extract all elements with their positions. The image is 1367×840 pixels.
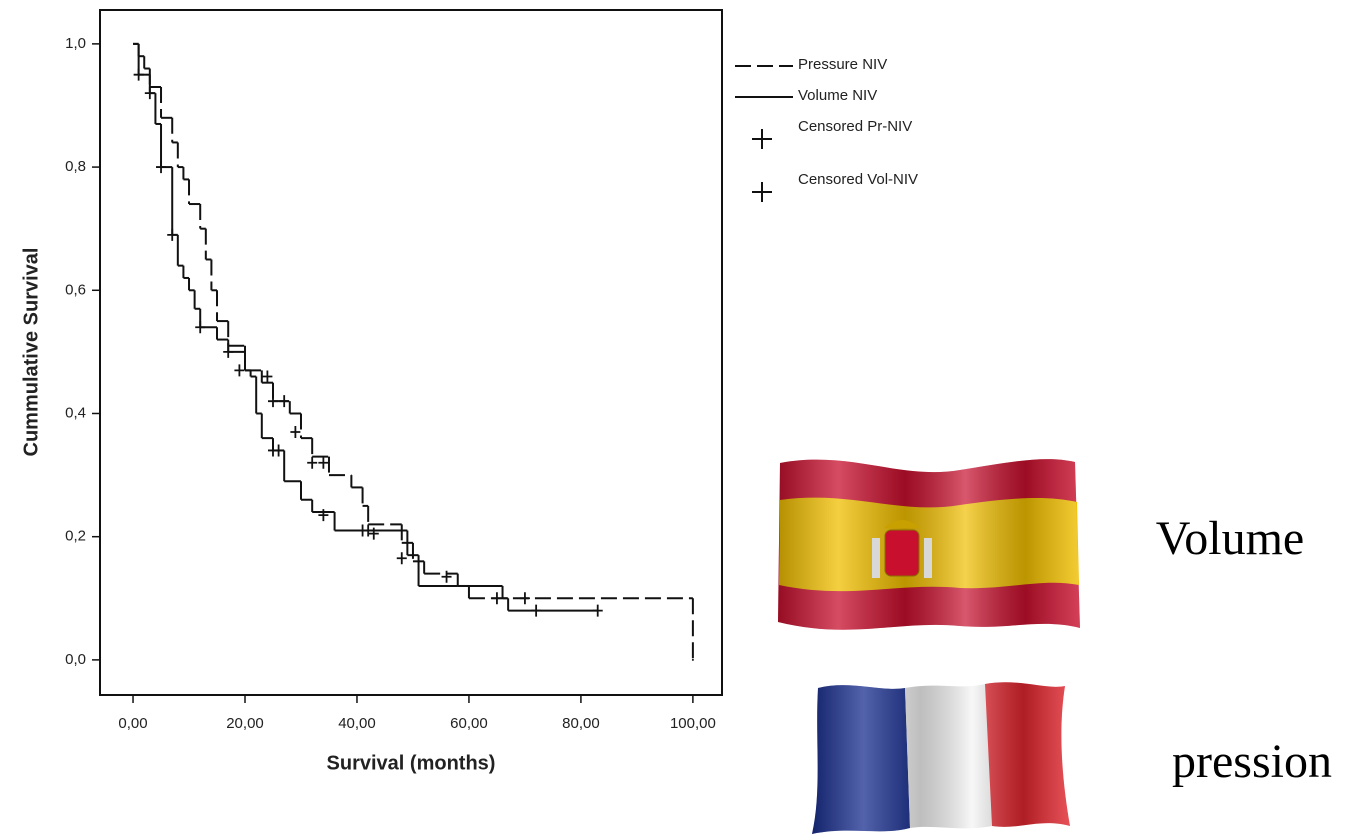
censor-mark — [531, 605, 541, 617]
x-tick-label: 20,00 — [226, 715, 264, 732]
censor-mark — [442, 571, 452, 583]
y-tick-label: 0,8 — [65, 158, 86, 175]
plot-frame — [100, 10, 722, 695]
chart: Survival (months) Cummulative Survival V… — [0, 0, 1367, 840]
censor-mark — [268, 395, 278, 407]
censor-mark — [195, 321, 205, 333]
y-tick-label: 1,0 — [65, 35, 86, 52]
censor-mark — [156, 161, 166, 173]
censor-mark — [593, 605, 603, 617]
x-tick-label: 100,00 — [670, 715, 716, 732]
spain-flag — [778, 459, 1080, 630]
censor-mark — [234, 364, 244, 376]
censor-mark — [397, 552, 407, 564]
y-tick-label: 0,0 — [65, 651, 86, 668]
censor-mark — [279, 395, 289, 407]
annotation: pression — [1172, 735, 1332, 788]
france-flag — [812, 682, 1070, 834]
y-tick-label: 0,4 — [65, 404, 86, 421]
x-axis-title: Survival (months) — [327, 752, 496, 774]
censor-mark — [318, 509, 328, 521]
legend-marker — [752, 129, 772, 149]
censor-mark — [274, 444, 284, 456]
censor-mark — [290, 426, 300, 438]
censor-mark — [318, 457, 328, 469]
legend-marker — [752, 182, 772, 202]
censor-mark — [369, 528, 379, 540]
y-axis-title: Cummulative Survival — [20, 248, 42, 457]
legend-label: Volume NIV — [798, 88, 948, 104]
y-tick-label: 0,6 — [65, 281, 86, 298]
censor-mark — [492, 592, 502, 604]
x-tick-label: 60,00 — [450, 715, 488, 732]
annotation: Volume — [1156, 512, 1304, 565]
censor-mark — [134, 69, 144, 81]
legend-label: Censored Vol-NIV — [798, 172, 940, 188]
x-tick-label: 40,00 — [338, 715, 376, 732]
legend-label: Censored Pr-NIV — [798, 119, 940, 135]
censor-mark — [262, 371, 272, 383]
censor-mark — [307, 457, 317, 469]
x-tick-label: 0,00 — [118, 715, 147, 732]
censor-mark — [358, 525, 368, 537]
censor-mark — [223, 346, 233, 358]
censor-mark — [167, 229, 177, 241]
page: {"chart_data": { "type": "km-step", "x_l… — [0, 0, 1367, 840]
step-end — [692, 659, 694, 661]
x-tick-label: 80,00 — [562, 715, 600, 732]
censor-mark — [520, 592, 530, 604]
series — [133, 44, 694, 661]
y-tick-label: 0,2 — [65, 528, 86, 545]
legend-label: Pressure NIV — [798, 57, 948, 73]
censor-mark — [145, 87, 155, 99]
